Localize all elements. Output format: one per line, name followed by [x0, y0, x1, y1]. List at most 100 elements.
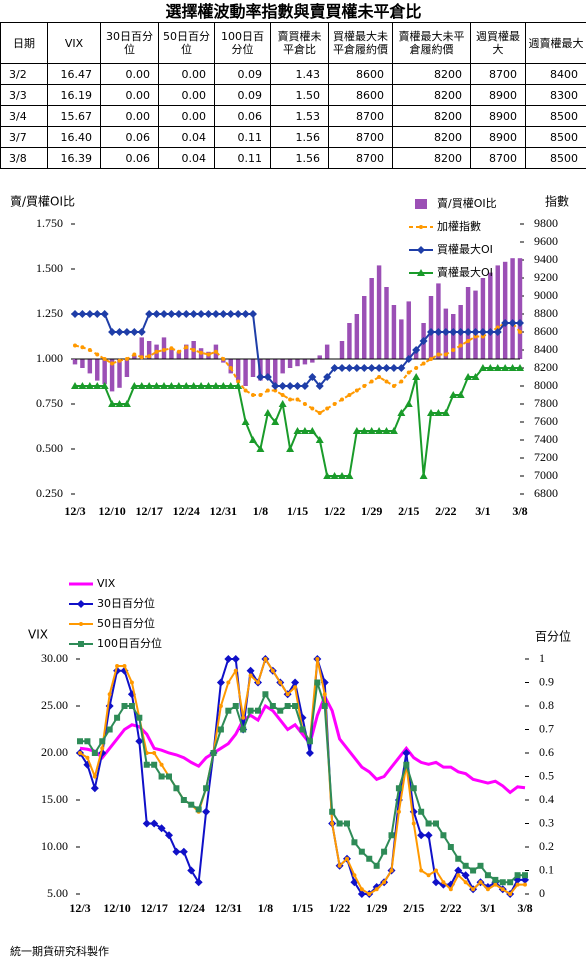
point [404, 355, 413, 363]
point [147, 354, 152, 359]
point [246, 666, 255, 675]
point [522, 872, 528, 879]
point [332, 402, 337, 406]
point [213, 349, 218, 354]
bar [176, 351, 182, 359]
point [432, 878, 440, 887]
table-row: 3/2 16.47 0.00 0.00 0.09 1.43 8600 8200 8700 8400 [0, 63, 586, 85]
point [424, 831, 433, 840]
y-tick-label: 1.250 [36, 306, 63, 320]
point [354, 388, 359, 393]
bar [310, 359, 315, 363]
bar [295, 359, 300, 367]
legend-marker [417, 269, 425, 276]
point [300, 427, 309, 434]
x-tick-label: 1/22 [329, 901, 350, 915]
point [224, 655, 233, 663]
point [463, 880, 468, 885]
y-axis-title: VIX [28, 628, 48, 642]
point [426, 873, 431, 878]
point [336, 820, 343, 827]
point [278, 382, 287, 390]
point [421, 361, 426, 366]
point [73, 343, 77, 348]
point [414, 366, 419, 370]
point [388, 832, 395, 839]
point [315, 382, 324, 390]
point [158, 773, 165, 780]
table-cell: 8600 [328, 84, 393, 106]
point [441, 409, 450, 416]
bar [406, 301, 411, 359]
point [173, 785, 180, 792]
point [329, 808, 336, 815]
x-tick-label: 12/24 [173, 504, 200, 518]
x-tick-label: 2/22 [440, 901, 461, 915]
point [284, 703, 291, 709]
y2-tick-label: 0.9 [539, 674, 554, 688]
point [507, 879, 514, 886]
point [151, 761, 158, 768]
point [436, 352, 441, 357]
table-cell: 0.00 [158, 84, 215, 106]
point [456, 328, 465, 336]
point [473, 334, 478, 339]
y-tick-label: 0.500 [36, 441, 63, 455]
point [508, 364, 517, 371]
table-cell: 0.00 [100, 84, 159, 106]
point [443, 352, 448, 357]
bar [146, 341, 152, 359]
table-cell: 8700 [328, 147, 393, 169]
x-tick-label: 12/3 [64, 504, 85, 518]
point [310, 406, 315, 411]
point [499, 879, 506, 886]
bar [317, 355, 322, 359]
y-tick-label: 0.750 [36, 396, 63, 410]
table-cell: 3/7 [0, 126, 48, 148]
point [308, 373, 317, 381]
point [323, 373, 332, 381]
y-tick-label: 25.00 [41, 698, 68, 712]
table-cell: 16.39 [47, 147, 101, 169]
point [150, 819, 159, 828]
point [458, 343, 463, 348]
summary-table: 選擇權波動率指數與賣買權未平倉比 日期 VIX 30日百分位 50日百分位 100日百分… [0, 0, 586, 169]
point [152, 310, 161, 318]
series-line [79, 693, 526, 795]
table-cell: 0.00 [158, 63, 215, 85]
point [377, 375, 382, 379]
point [382, 427, 391, 434]
table-cell: 1.56 [270, 147, 329, 169]
point [516, 319, 524, 327]
point [410, 785, 417, 792]
x-tick-label: 12/31 [215, 901, 242, 915]
point [93, 382, 102, 389]
point [219, 382, 228, 389]
point [165, 831, 173, 840]
point [77, 738, 83, 745]
bar [502, 261, 508, 359]
table-cell: 8500 [524, 147, 586, 169]
point [374, 887, 379, 892]
point [486, 328, 495, 336]
bar [302, 359, 308, 365]
point [299, 726, 306, 733]
point [404, 400, 413, 407]
bar [250, 359, 256, 377]
point [367, 427, 376, 434]
y2-tick-label: 0.2 [539, 839, 554, 853]
point [500, 887, 505, 892]
header-row: 日期 VIX 30日百分位 50日百分位 100日百分位 賣買權未平倉比 買權最大未平倉履約… [0, 22, 586, 64]
point [169, 346, 174, 351]
table-row: 3/3 16.19 0.00 0.00 0.09 1.50 8600 8200 8900 8300 [0, 84, 586, 106]
point [419, 472, 428, 479]
point [182, 382, 191, 389]
y2-tick-label: 9800 [534, 216, 558, 230]
point [91, 750, 98, 756]
point [411, 821, 416, 826]
table-cell: 8200 [392, 84, 471, 106]
point [427, 328, 435, 336]
point [360, 364, 369, 372]
x-tick-label: 1/29 [361, 504, 382, 518]
